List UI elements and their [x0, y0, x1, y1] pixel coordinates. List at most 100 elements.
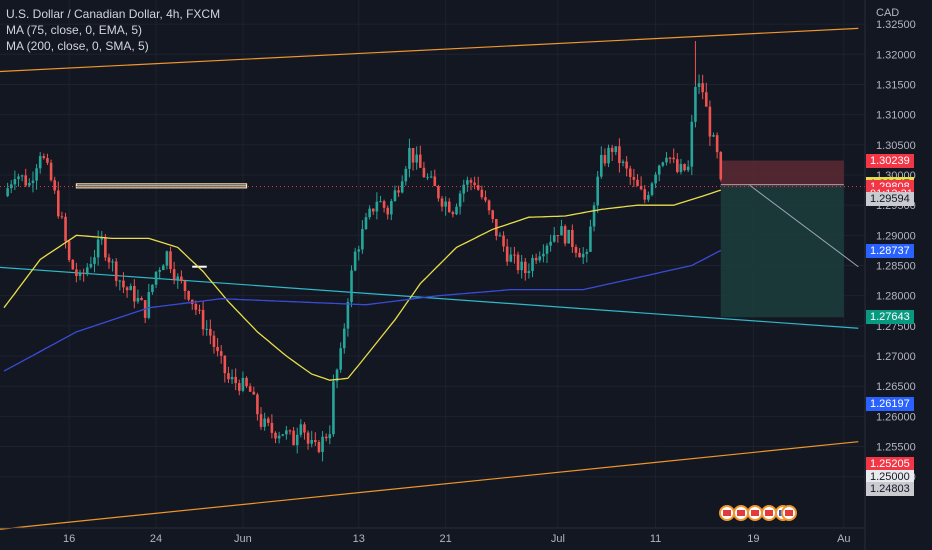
candle-body	[46, 158, 49, 163]
candle-body	[303, 424, 306, 433]
candle-body	[350, 270, 353, 303]
candle-body	[288, 430, 292, 432]
sma-200-line	[3, 249, 722, 372]
candle-body	[657, 165, 661, 175]
candle-body	[274, 432, 277, 439]
candle-body	[556, 235, 560, 237]
candle-body	[411, 147, 415, 163]
candle-body	[647, 195, 650, 200]
candle-body	[379, 201, 382, 203]
candle-body	[708, 106, 712, 137]
price-tick-label: 1.31000	[876, 110, 916, 122]
candle-body	[259, 414, 263, 427]
candle-body	[643, 189, 647, 200]
candle-body	[600, 155, 603, 177]
candle-body	[299, 424, 303, 435]
candle-body	[114, 261, 118, 281]
candle-body	[632, 176, 636, 180]
candle-body	[31, 180, 35, 184]
candle-body	[277, 435, 281, 439]
candle-body	[263, 418, 266, 427]
candle-body	[498, 235, 502, 237]
candle-body	[67, 241, 71, 260]
candle-body	[147, 292, 151, 318]
candle-body	[415, 154, 418, 163]
candle-body	[480, 189, 484, 198]
candle-body	[397, 190, 400, 193]
candle-body	[672, 157, 675, 160]
price-tag: 1.28737	[866, 244, 914, 259]
price-tick-label: 1.25500	[876, 442, 916, 454]
candle-body	[694, 86, 697, 122]
candle-body	[408, 147, 411, 169]
candle-body	[422, 167, 426, 178]
candle-body	[429, 176, 433, 178]
currency-label: CAD	[876, 7, 899, 19]
candle-body	[368, 208, 371, 218]
candle-body	[679, 164, 683, 172]
candle-body	[697, 83, 701, 87]
candle-body	[133, 285, 136, 302]
candle-body	[534, 257, 538, 261]
candle-body	[476, 185, 480, 190]
candle-body	[64, 216, 67, 242]
candle-body	[426, 176, 429, 178]
candle-body	[17, 176, 20, 180]
candle-body	[314, 440, 317, 443]
stop-loss-zone	[720, 160, 844, 187]
price-tick-label: 1.30500	[876, 140, 916, 152]
candle-body	[183, 280, 187, 292]
candle-body	[361, 229, 364, 250]
candle-body	[437, 186, 440, 199]
candle-body	[581, 253, 585, 258]
symbol-title: U.S. Dollar / Canadian Dollar, 4h, FXCM	[6, 7, 221, 21]
candle-body	[719, 152, 723, 180]
time-tick-label: Jul	[551, 533, 565, 545]
candle-body	[270, 422, 274, 433]
candle-body	[473, 182, 476, 186]
ema-75-line	[3, 189, 722, 381]
candle-body	[712, 135, 715, 137]
price-tag: 1.30239	[866, 153, 914, 168]
event-flag-mark	[765, 510, 773, 516]
candle-body	[549, 241, 552, 246]
candle-body	[523, 261, 527, 273]
candle-body	[256, 394, 259, 415]
price-tag: 1.27643	[866, 310, 914, 325]
time-axis: 16 24 Jun 13 21 Jul 11 19 Au	[0, 527, 865, 545]
candle-body	[238, 383, 241, 391]
candle-body	[85, 267, 89, 274]
candle-body	[683, 164, 686, 171]
candle-body	[122, 280, 125, 288]
candle-body	[187, 291, 190, 300]
candle-body	[458, 193, 462, 207]
position-zones	[720, 160, 844, 318]
candle-body	[393, 190, 397, 201]
candle-body	[53, 180, 56, 191]
price-tick-label: 1.26000	[876, 411, 916, 423]
candle-body	[491, 210, 494, 219]
candle-body	[390, 200, 393, 215]
event-flag-mark	[737, 510, 745, 516]
candle-body	[38, 156, 42, 169]
candle-body	[216, 346, 219, 352]
candle-body	[281, 434, 285, 436]
candle-body	[75, 269, 78, 277]
candle-body	[310, 440, 313, 444]
candle-body	[502, 235, 505, 247]
price-tag: 1.29594	[866, 192, 914, 207]
candle-body	[125, 287, 129, 291]
candle-body	[28, 183, 31, 186]
candle-body	[194, 304, 198, 310]
candle-body	[107, 257, 111, 263]
candle-body	[24, 175, 28, 186]
candle-body	[306, 432, 310, 444]
price-tag: 1.25205	[866, 457, 914, 472]
candle-body	[715, 135, 719, 153]
candles	[6, 41, 723, 462]
candle-body	[538, 256, 542, 261]
candle-body	[513, 254, 516, 256]
candle-body	[371, 208, 375, 212]
candle-body	[223, 355, 227, 374]
